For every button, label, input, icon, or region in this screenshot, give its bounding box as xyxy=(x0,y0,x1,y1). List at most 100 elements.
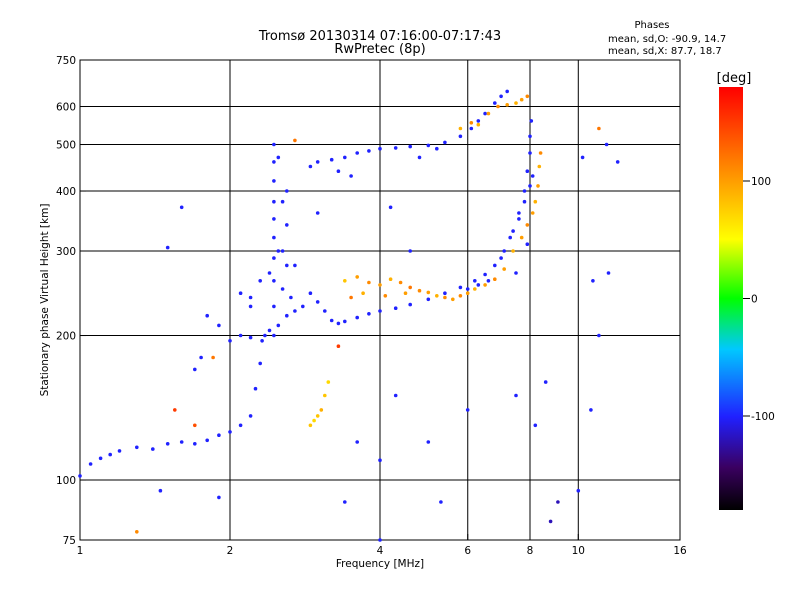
data-point xyxy=(556,500,560,504)
data-point xyxy=(289,295,293,300)
data-point xyxy=(173,408,177,412)
data-point xyxy=(343,279,347,283)
data-point xyxy=(308,291,313,296)
data-point xyxy=(476,119,481,123)
data-point xyxy=(511,249,515,253)
data-point xyxy=(548,519,553,524)
data-point xyxy=(465,408,470,412)
data-point xyxy=(408,249,413,253)
data-point xyxy=(258,361,263,366)
data-point xyxy=(530,211,535,215)
data-point xyxy=(276,323,281,328)
data-point xyxy=(451,297,455,302)
colorbar xyxy=(719,87,743,510)
data-point xyxy=(263,333,267,338)
colorbar-tick-label: -100 xyxy=(751,411,775,423)
data-point xyxy=(312,418,316,423)
data-point xyxy=(355,275,360,279)
data-point xyxy=(308,164,313,169)
data-point xyxy=(336,321,341,326)
data-point xyxy=(528,151,532,155)
data-point xyxy=(315,211,320,215)
data-point xyxy=(329,318,334,323)
data-point xyxy=(525,223,530,227)
data-point xyxy=(525,94,530,99)
data-point xyxy=(367,280,371,285)
data-point xyxy=(326,380,331,384)
data-point xyxy=(308,423,313,428)
data-point xyxy=(193,442,197,446)
data-point xyxy=(323,393,327,398)
data-point xyxy=(267,328,272,333)
data-point xyxy=(343,155,347,160)
data-point xyxy=(193,367,197,372)
data-point xyxy=(476,283,481,287)
data-point xyxy=(517,217,521,221)
data-point xyxy=(443,291,447,296)
data-point xyxy=(280,287,285,291)
phases-line-x: mean, sd,X: 87.7, 18.7 xyxy=(608,46,722,57)
x-tick-label: 2 xyxy=(227,545,234,557)
data-point xyxy=(355,315,360,320)
data-point xyxy=(179,440,184,444)
data-point xyxy=(355,151,360,155)
data-point xyxy=(499,94,503,99)
data-point xyxy=(435,146,439,151)
data-point xyxy=(458,126,463,131)
colorbar-tick-label: 100 xyxy=(751,176,771,188)
axis-ticks: 1 2 4 6 8 10 16 75 100 200 300 400 500 600 750 xyxy=(56,55,687,557)
data-point xyxy=(522,199,527,204)
data-point xyxy=(426,440,431,444)
data-point xyxy=(349,174,353,178)
data-point xyxy=(349,295,353,300)
x-tick-label: 10 xyxy=(572,545,585,557)
data-point xyxy=(476,122,481,127)
data-point xyxy=(483,283,487,287)
data-point xyxy=(514,393,518,398)
data-point xyxy=(108,452,112,457)
data-point xyxy=(393,306,398,311)
data-point xyxy=(285,313,289,318)
data-point xyxy=(417,155,422,160)
data-point xyxy=(538,151,543,155)
phases-line-o: mean, sd,O: -90.9, 14.7 xyxy=(608,34,726,45)
y-tick-label: 750 xyxy=(56,55,76,67)
data-point xyxy=(260,339,264,343)
data-point xyxy=(529,119,534,123)
data-point xyxy=(248,414,253,418)
y-tick-label: 75 xyxy=(63,535,76,547)
data-point xyxy=(388,277,393,282)
data-point xyxy=(493,277,497,282)
data-point xyxy=(403,291,408,296)
data-point xyxy=(426,290,431,295)
chart-subtitle: RwPretec (8p) xyxy=(334,42,425,57)
data-point xyxy=(522,189,527,193)
data-point xyxy=(98,456,103,461)
data-point xyxy=(493,263,497,268)
data-point xyxy=(408,302,413,307)
data-point xyxy=(293,309,297,313)
data-point xyxy=(158,488,163,493)
data-point xyxy=(505,89,510,94)
data-point xyxy=(604,142,609,147)
data-point xyxy=(536,184,540,188)
data-point xyxy=(272,160,276,164)
data-point xyxy=(272,304,276,309)
data-point xyxy=(315,300,320,304)
data-point xyxy=(378,309,382,313)
data-point xyxy=(329,157,334,162)
data-point xyxy=(293,263,297,268)
data-point xyxy=(253,386,258,391)
data-point xyxy=(502,249,507,253)
x-tick-label: 6 xyxy=(464,545,471,557)
data-point xyxy=(576,488,581,493)
x-tick-label: 4 xyxy=(377,545,384,557)
data-point xyxy=(285,223,289,227)
data-point xyxy=(248,304,253,309)
data-point xyxy=(211,355,215,360)
data-point xyxy=(276,155,281,160)
data-point xyxy=(393,146,398,150)
data-point xyxy=(205,313,209,318)
data-point xyxy=(78,474,82,478)
data-point xyxy=(525,169,530,173)
